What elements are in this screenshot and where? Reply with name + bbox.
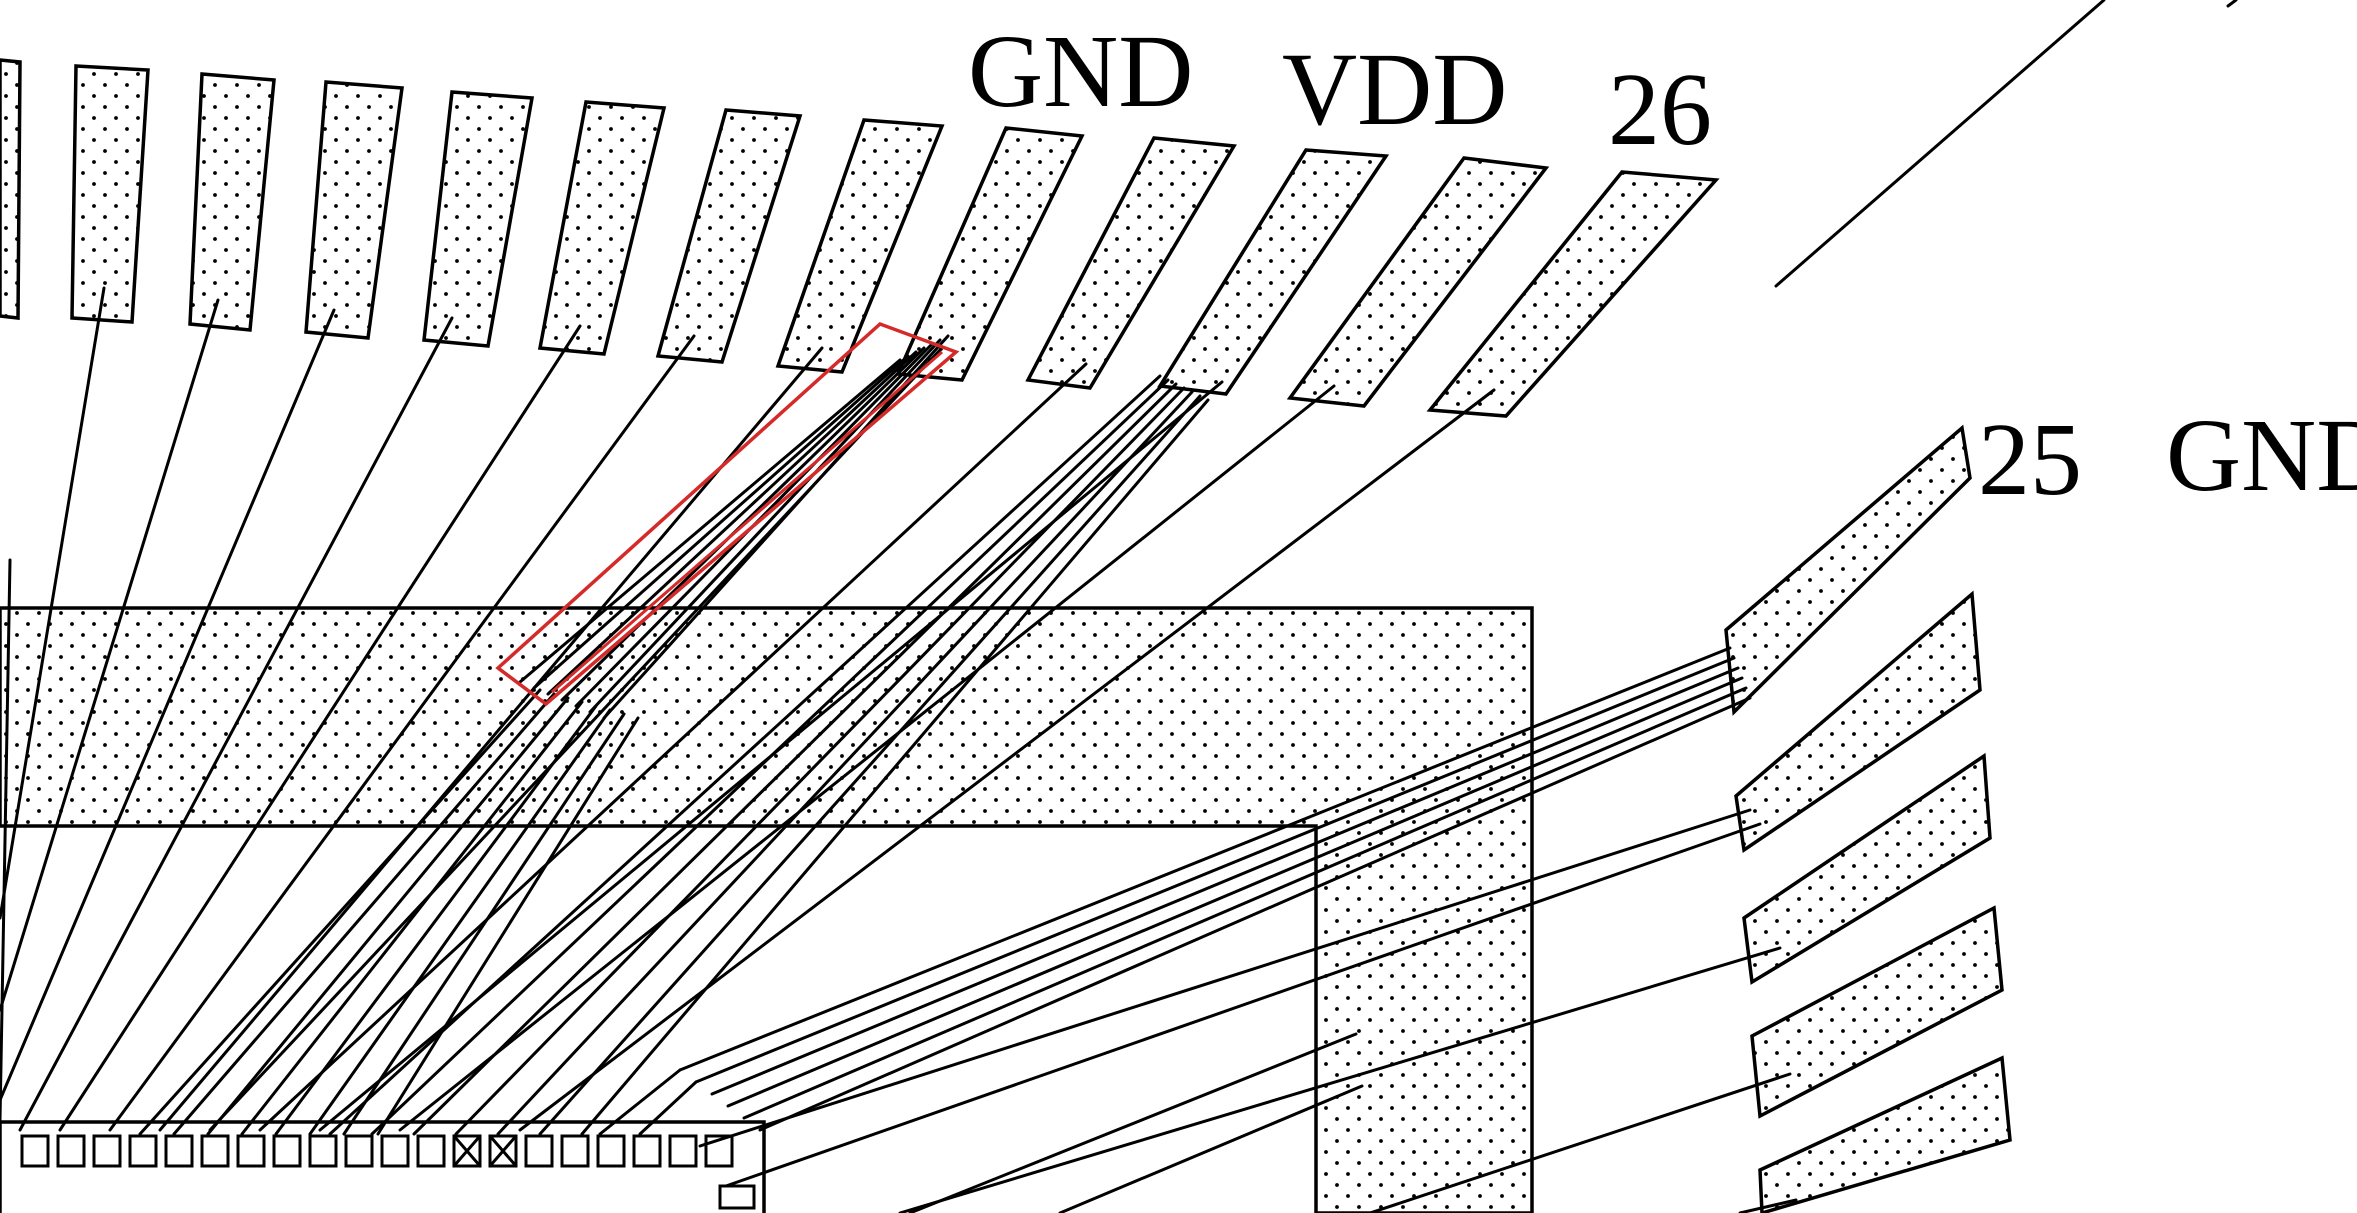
bond-cell xyxy=(92,1134,122,1168)
chip-bondpad-row xyxy=(0,1120,766,1213)
right-pad-column xyxy=(1724,424,2012,1213)
bond-cell xyxy=(20,1134,50,1168)
bond-cell xyxy=(596,1134,626,1168)
wire-23 xyxy=(602,334,950,720)
wire-9 xyxy=(58,324,582,1132)
bond-cell xyxy=(524,1134,554,1168)
wire-43 xyxy=(742,686,1748,1120)
bond-cells xyxy=(20,1134,734,1168)
wire-25 xyxy=(172,692,556,1136)
pad-top-gnd xyxy=(895,126,1085,382)
wire-31 xyxy=(376,716,640,1136)
pad-top-11 xyxy=(1286,156,1550,408)
wire-18 xyxy=(532,354,910,690)
pad-top-9 xyxy=(1025,136,1237,390)
pad-right-23 xyxy=(1742,752,1992,985)
wire-46 xyxy=(638,1080,698,1136)
bond-cell xyxy=(380,1134,410,1168)
top-pad-row xyxy=(0,58,1720,418)
wire-50 xyxy=(1368,1072,1792,1213)
pad-top-1 xyxy=(70,64,150,324)
diagonal-guide-tick xyxy=(2226,0,2238,8)
pad-top-vdd xyxy=(1157,148,1390,396)
bond-cell xyxy=(128,1134,158,1168)
label-pin-26: 26 xyxy=(1608,52,1712,167)
pad-right-25 xyxy=(1724,424,1972,716)
pad-top-5 xyxy=(537,100,667,356)
pad-top-2 xyxy=(188,72,276,332)
diagonal-guide-line xyxy=(1774,0,2106,288)
wire-16 xyxy=(518,388,1496,1132)
highlight-box xyxy=(495,321,960,707)
wire-45 xyxy=(598,1068,682,1136)
bond-cell xyxy=(308,1134,338,1168)
wire-37 xyxy=(538,394,1202,1136)
wire-19 xyxy=(546,350,918,696)
wire-4 xyxy=(0,558,12,1122)
wire-10 xyxy=(108,334,696,1132)
wire-5 xyxy=(0,286,106,920)
wire-52 xyxy=(908,1032,1358,1213)
wire-34 xyxy=(412,382,1178,1136)
label-gnd-right: GND xyxy=(2166,398,2357,513)
wire-bundle xyxy=(0,286,1798,1213)
bond-cell xyxy=(668,1134,698,1168)
wire-26 xyxy=(206,696,570,1136)
label-vdd-top: VDD xyxy=(1282,32,1507,147)
wire-22 xyxy=(588,338,942,714)
bond-cell xyxy=(416,1134,446,1168)
wire-33 xyxy=(370,378,1170,1136)
wire-6 xyxy=(0,298,220,1012)
wire-42 xyxy=(726,676,1744,1108)
wire-40 xyxy=(694,656,1736,1084)
pad-top-3 xyxy=(304,80,404,340)
wire-15 xyxy=(398,384,1336,1132)
wire-29 xyxy=(308,708,612,1136)
label-gnd-top: GND xyxy=(968,14,1193,129)
wire-32 xyxy=(328,374,1162,1136)
wire-7 xyxy=(0,308,336,1102)
pad-top-7 xyxy=(775,118,945,374)
wire-48 xyxy=(724,822,1762,1188)
bond-cell xyxy=(56,1134,86,1168)
wire-47 xyxy=(698,808,1752,1148)
wire-28 xyxy=(274,704,598,1136)
bond-cell xyxy=(272,1134,302,1168)
wire-30 xyxy=(342,712,626,1136)
wire-17 xyxy=(518,358,902,684)
pad-top-6 xyxy=(655,108,803,364)
wire-51 xyxy=(1738,1198,1798,1213)
bond-cell xyxy=(164,1134,194,1168)
pad-top-26 xyxy=(1426,170,1720,418)
wire-27 xyxy=(240,700,584,1136)
pad-top-0 xyxy=(0,58,22,320)
bond-cell xyxy=(200,1134,230,1168)
bond-cell xyxy=(344,1134,374,1168)
bond-cell xyxy=(632,1134,662,1168)
pad-right-22 xyxy=(1750,905,2004,1119)
pad-top-4 xyxy=(422,90,535,348)
wire-1 xyxy=(452,1134,482,1168)
wire-44 xyxy=(758,696,1752,1132)
wire-53 xyxy=(1058,1084,1364,1213)
wire-36 xyxy=(496,390,1194,1136)
highlight-wire xyxy=(551,350,943,694)
wire-49 xyxy=(898,946,1782,1213)
label-pin-25: 25 xyxy=(1978,402,2082,517)
wire-38 xyxy=(580,398,1210,1136)
bond-cell xyxy=(560,1134,590,1168)
pad-right-21 xyxy=(1758,1055,2012,1213)
wire-24 xyxy=(138,688,542,1136)
wire-11 xyxy=(158,346,824,1132)
wire-35 xyxy=(454,386,1186,1136)
wire-8 xyxy=(18,316,454,1132)
chip-small-pad xyxy=(718,1184,756,1210)
bond-cell xyxy=(236,1134,266,1168)
wire-41 xyxy=(710,666,1740,1096)
wire-13 xyxy=(258,362,1088,1132)
wire-39 xyxy=(678,646,1732,1072)
wire-3 xyxy=(488,1134,518,1168)
